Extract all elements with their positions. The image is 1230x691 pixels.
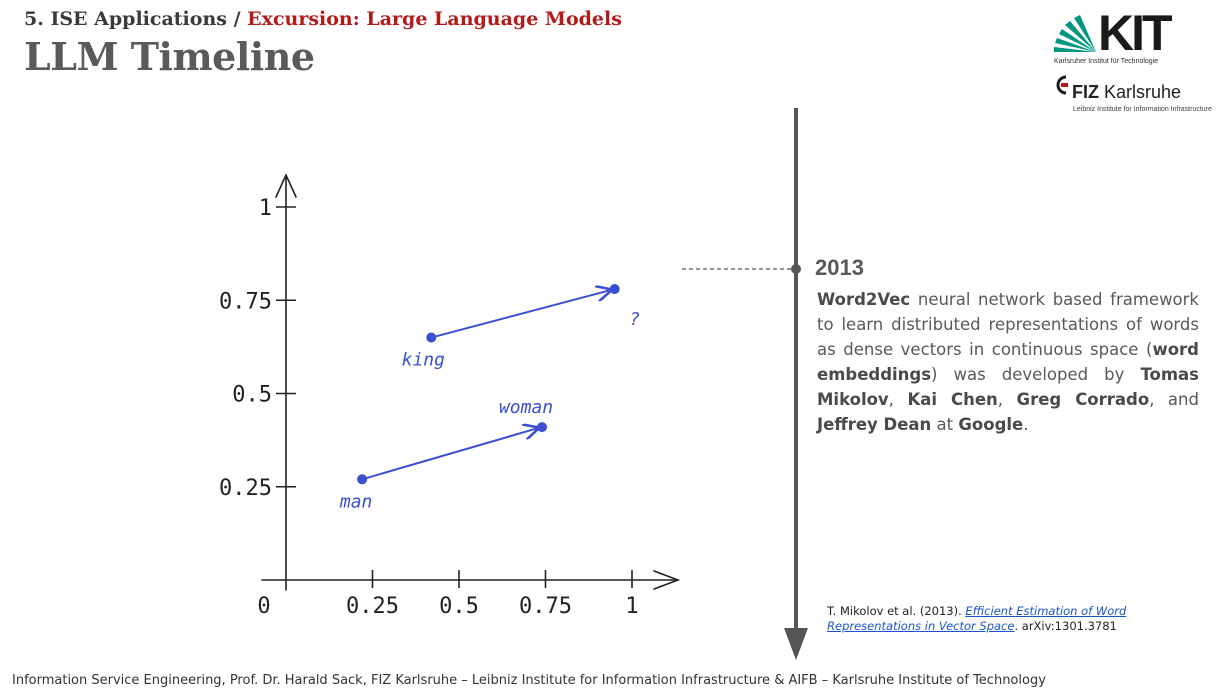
description-run: . — [1023, 415, 1029, 434]
kit-logo-subtitle: Karlsruher Institut für Technologie — [1054, 58, 1159, 65]
fiz-logo-name: FIZ Karlsruhe — [1072, 82, 1182, 102]
timeline-description: Word2Vec neural network based framework … — [817, 287, 1199, 437]
description-run: , — [997, 390, 1017, 409]
x-tick-label: 0.25 — [346, 594, 399, 619]
x-tick-label: 0.75 — [519, 594, 572, 619]
reference-link[interactable]: Efficient Estimation of Word Representat… — [827, 604, 1127, 633]
y-tick-label: 1 — [259, 196, 272, 221]
reference-prefix: T. Mikolov et al. (2013). — [827, 604, 966, 618]
data-point-king — [426, 332, 437, 343]
description-bold-run: Word2Vec — [817, 290, 911, 309]
data-point-unknown — [609, 284, 620, 295]
x-tick-label: 1 — [625, 594, 638, 619]
point-label: king — [402, 350, 446, 371]
x-axis-arrowhead — [653, 570, 681, 590]
description-bold-run: Jeffrey Dean — [817, 415, 932, 434]
fiz-logo-subtitle: Leibniz Institute for Information Infras… — [1073, 106, 1212, 113]
fiz-logo: FIZ Karlsruhe Leibniz Institute for Info… — [1052, 74, 1230, 116]
footer-text: Information Service Engineering, Prof. D… — [12, 673, 1046, 688]
vector-arrow — [361, 428, 538, 481]
y-tick-label: 0.25 — [219, 476, 272, 501]
timeline-arrowhead — [784, 628, 808, 660]
page-title: LLM Timeline — [24, 34, 315, 79]
vector-arrow — [431, 290, 610, 339]
y-axis-arrowhead — [275, 173, 297, 198]
y-tick-label: 0.5 — [232, 383, 272, 408]
breadcrumb: 5. ISE Applications / Excursion: Large L… — [24, 8, 622, 30]
description-run: , and — [1149, 390, 1199, 409]
word-vector-chart: 0 0.25 0.5 0.75 1 0.25 0.5 0.75 1 man woman king? — [219, 173, 681, 619]
kit-logo-text: KIT — [1098, 5, 1173, 61]
fiz-mark-icon — [1056, 75, 1068, 95]
description-run: , — [888, 390, 908, 409]
kit-fan-icon — [1054, 15, 1096, 52]
description-run: neural network based framework to learn … — [817, 290, 1199, 359]
timeline-line — [682, 108, 808, 660]
timeline-marker — [791, 264, 801, 274]
x-tick-label: 0 — [257, 594, 270, 619]
timeline-year: 2013 — [815, 255, 864, 280]
breadcrumb-section: 5. ISE Applications / — [24, 8, 248, 30]
description-run: at — [931, 415, 959, 434]
kit-logo: KIT Karlsruher Institut für Technologie — [1052, 5, 1174, 70]
reference-suffix: . arXiv:1301.3781 — [1014, 619, 1117, 633]
description-bold-run: Google — [958, 415, 1024, 434]
description-run: ) was developed by — [931, 365, 1141, 384]
description-bold-run: word embeddings — [817, 340, 1199, 384]
x-tick-label: 0.5 — [439, 594, 479, 619]
breadcrumb-topic: Excursion: Large Language Models — [247, 8, 622, 30]
point-label: man — [339, 491, 373, 512]
point-label: woman — [499, 397, 553, 418]
data-point-man — [357, 474, 368, 485]
description-bold-run: Tomas Mikolov — [817, 365, 1199, 409]
point-label: ? — [629, 309, 640, 330]
y-tick-label: 0.75 — [219, 289, 272, 314]
description-bold-run: Greg Corrado — [1016, 390, 1150, 409]
data-point-woman — [537, 422, 548, 433]
description-bold-run: Kai Chen — [907, 390, 998, 409]
reference-citation: T. Mikolov et al. (2013). Efficient Esti… — [827, 604, 1222, 634]
